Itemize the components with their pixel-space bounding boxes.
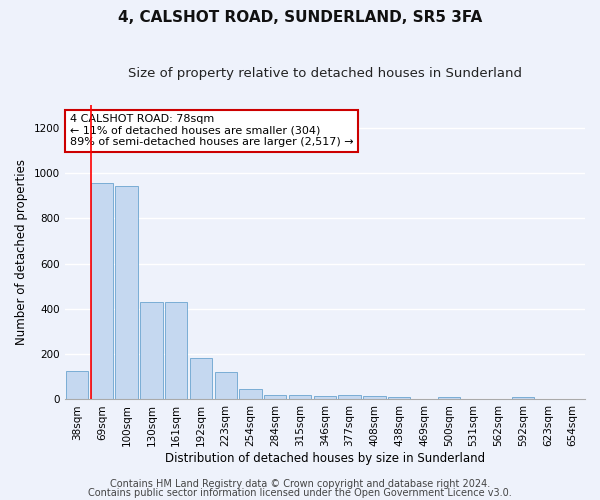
- Bar: [314, 396, 336, 400]
- X-axis label: Distribution of detached houses by size in Sunderland: Distribution of detached houses by size …: [165, 452, 485, 465]
- Bar: [363, 396, 386, 400]
- Text: Contains HM Land Registry data © Crown copyright and database right 2024.: Contains HM Land Registry data © Crown c…: [110, 479, 490, 489]
- Bar: [264, 395, 286, 400]
- Text: 4, CALSHOT ROAD, SUNDERLAND, SR5 3FA: 4, CALSHOT ROAD, SUNDERLAND, SR5 3FA: [118, 10, 482, 25]
- Text: 4 CALSHOT ROAD: 78sqm
← 11% of detached houses are smaller (304)
89% of semi-det: 4 CALSHOT ROAD: 78sqm ← 11% of detached …: [70, 114, 353, 148]
- Title: Size of property relative to detached houses in Sunderland: Size of property relative to detached ho…: [128, 68, 522, 80]
- Bar: [91, 184, 113, 400]
- Text: Contains public sector information licensed under the Open Government Licence v3: Contains public sector information licen…: [88, 488, 512, 498]
- Bar: [289, 395, 311, 400]
- Bar: [437, 397, 460, 400]
- Bar: [165, 302, 187, 400]
- Bar: [388, 397, 410, 400]
- Bar: [66, 371, 88, 400]
- Bar: [190, 358, 212, 400]
- Bar: [338, 396, 361, 400]
- Bar: [215, 372, 237, 400]
- Bar: [239, 390, 262, 400]
- Y-axis label: Number of detached properties: Number of detached properties: [15, 160, 28, 346]
- Bar: [140, 302, 163, 400]
- Bar: [512, 397, 534, 400]
- Bar: [115, 186, 138, 400]
